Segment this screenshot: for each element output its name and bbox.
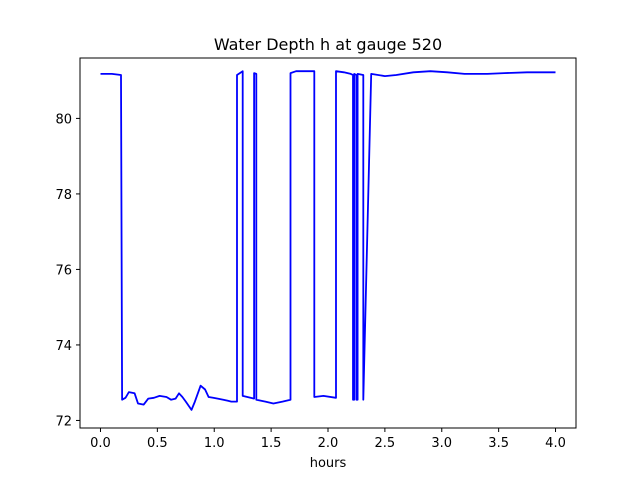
y-axis: 72 74 76 78 80 — [55, 112, 80, 429]
y-tick-label: 74 — [55, 339, 72, 354]
x-tick-label: 3.0 — [431, 436, 452, 451]
series-line-0 — [100, 70, 556, 411]
x-tick-label: 2.0 — [318, 436, 339, 451]
x-tick-label: 0.5 — [147, 436, 168, 451]
y-tick-label: 76 — [55, 263, 72, 278]
plot-area — [100, 70, 556, 411]
y-tick-label: 78 — [55, 188, 72, 203]
x-tick-label: 1.5 — [261, 436, 282, 451]
x-tick-label: 3.5 — [488, 436, 509, 451]
x-tick-label: 2.5 — [375, 436, 396, 451]
x-tick-label: 0.0 — [90, 436, 111, 451]
x-tick-label: 4.0 — [545, 436, 566, 451]
x-axis: 0.0 0.5 1.0 1.5 2.0 2.5 3.0 3.5 4.0 — [90, 428, 566, 451]
y-tick-label: 72 — [55, 414, 72, 429]
x-axis-label: hours — [310, 456, 347, 471]
chart-title: Water Depth h at gauge 520 — [214, 35, 442, 54]
x-tick-label: 1.0 — [204, 436, 225, 451]
y-tick-label: 80 — [55, 112, 72, 127]
